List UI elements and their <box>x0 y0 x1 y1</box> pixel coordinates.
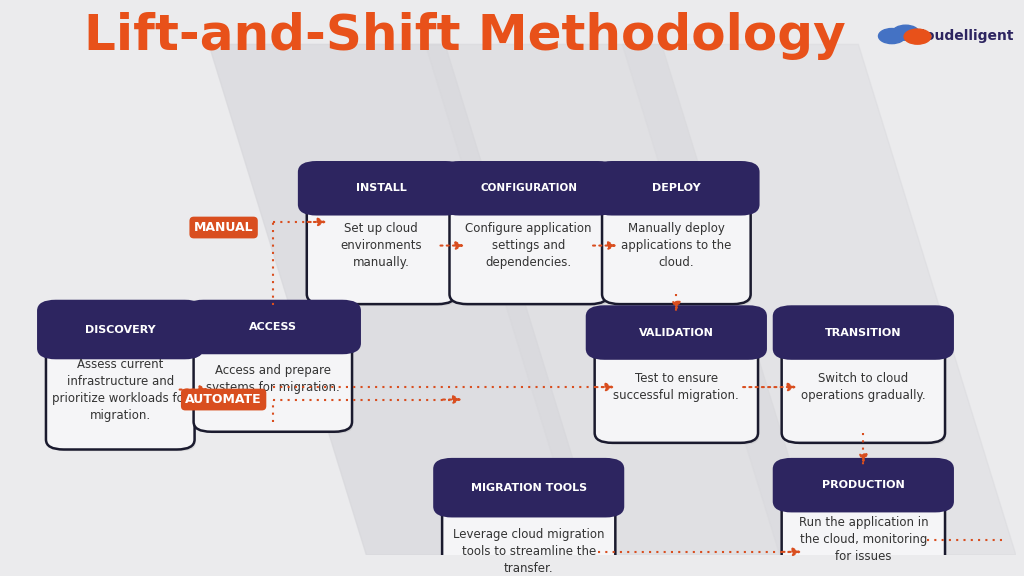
FancyBboxPatch shape <box>781 331 945 443</box>
Text: Test to ensure
successful migration.: Test to ensure successful migration. <box>613 372 739 402</box>
FancyBboxPatch shape <box>434 459 624 517</box>
Text: Set up cloud
environments
manually.: Set up cloud environments manually. <box>340 222 422 269</box>
Text: INSTALL: INSTALL <box>355 183 407 194</box>
FancyBboxPatch shape <box>601 324 759 445</box>
Text: Assess current
infrastructure and
prioritize workloads for
migration.: Assess current infrastructure and priori… <box>52 358 188 422</box>
Text: DEPLOY: DEPLOY <box>652 183 700 194</box>
FancyBboxPatch shape <box>449 478 616 576</box>
FancyBboxPatch shape <box>587 306 766 359</box>
Text: Manually deploy
applications to the
cloud.: Manually deploy applications to the clou… <box>622 222 731 269</box>
FancyBboxPatch shape <box>602 187 751 304</box>
FancyBboxPatch shape <box>38 301 203 358</box>
FancyBboxPatch shape <box>595 331 758 443</box>
Text: CONFIGURATION: CONFIGURATION <box>480 183 578 194</box>
FancyBboxPatch shape <box>774 459 953 511</box>
Circle shape <box>879 29 905 44</box>
FancyBboxPatch shape <box>774 306 953 359</box>
Text: DISCOVERY: DISCOVERY <box>85 324 156 335</box>
FancyBboxPatch shape <box>442 488 615 576</box>
Text: Switch to cloud
operations gradually.: Switch to cloud operations gradually. <box>801 372 926 402</box>
Text: MIGRATION TOOLS: MIGRATION TOOLS <box>471 483 587 492</box>
Text: ACCESS: ACCESS <box>249 322 297 332</box>
FancyBboxPatch shape <box>450 187 608 304</box>
Polygon shape <box>623 44 1016 555</box>
Circle shape <box>892 25 920 40</box>
FancyBboxPatch shape <box>457 180 609 306</box>
FancyBboxPatch shape <box>194 326 352 432</box>
FancyBboxPatch shape <box>299 162 463 214</box>
Polygon shape <box>209 44 602 555</box>
FancyBboxPatch shape <box>201 319 353 433</box>
FancyBboxPatch shape <box>185 301 359 353</box>
FancyBboxPatch shape <box>609 180 752 306</box>
FancyBboxPatch shape <box>46 329 195 449</box>
FancyBboxPatch shape <box>781 484 945 576</box>
Text: Access and prepare
systems for migration.: Access and prepare systems for migration… <box>206 364 340 394</box>
Text: PRODUCTION: PRODUCTION <box>822 480 905 490</box>
Text: Lift-and-Shift Methodology: Lift-and-Shift Methodology <box>84 12 846 60</box>
Text: VALIDATION: VALIDATION <box>639 328 714 338</box>
Text: Configure application
settings and
dependencies.: Configure application settings and depen… <box>466 222 592 269</box>
FancyBboxPatch shape <box>441 162 615 214</box>
Text: Run the application in
the cloud, monitoring
for issues: Run the application in the cloud, monito… <box>799 516 928 563</box>
Text: Leverage cloud migration
tools to streamline the
transfer.: Leverage cloud migration tools to stream… <box>453 528 604 575</box>
Circle shape <box>904 29 931 44</box>
Polygon shape <box>425 44 819 555</box>
Text: Cloudelligent: Cloudelligent <box>910 29 1014 43</box>
FancyBboxPatch shape <box>788 324 946 445</box>
FancyBboxPatch shape <box>313 180 457 306</box>
FancyBboxPatch shape <box>53 320 196 451</box>
FancyBboxPatch shape <box>788 476 946 576</box>
Text: AUTOMATE: AUTOMATE <box>185 393 262 406</box>
FancyBboxPatch shape <box>307 187 456 304</box>
Text: MANUAL: MANUAL <box>194 221 253 234</box>
FancyBboxPatch shape <box>594 162 759 214</box>
Text: TRANSITION: TRANSITION <box>825 328 901 338</box>
